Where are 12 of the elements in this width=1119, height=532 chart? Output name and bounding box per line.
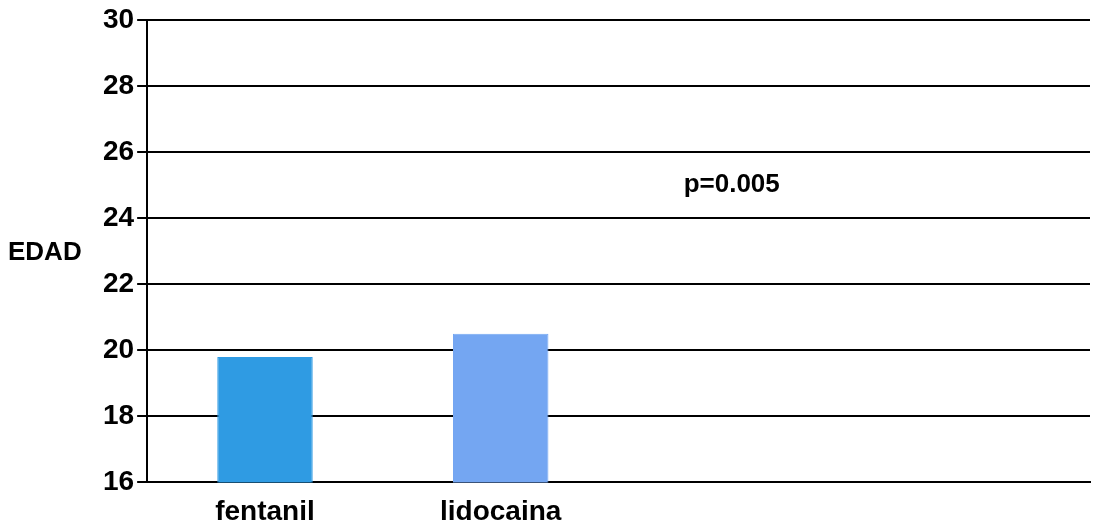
x-tick-label: lidocaina [440,494,562,526]
y-axis-title: EDAD [8,236,82,267]
y-tick-label: 28 [102,68,135,100]
y-tick-label: 18 [102,399,135,431]
x-tick-label: fentanil [215,494,315,526]
y-tick-label: 16 [102,465,135,497]
y-tick-label: 24 [102,200,135,232]
y-tick-label: 30 [102,2,135,34]
y-tick-label: 20 [102,333,135,364]
annotation: p=0.005 [683,168,780,199]
y-tick-label: 26 [102,134,135,166]
y-tick-label: 22 [102,266,135,298]
